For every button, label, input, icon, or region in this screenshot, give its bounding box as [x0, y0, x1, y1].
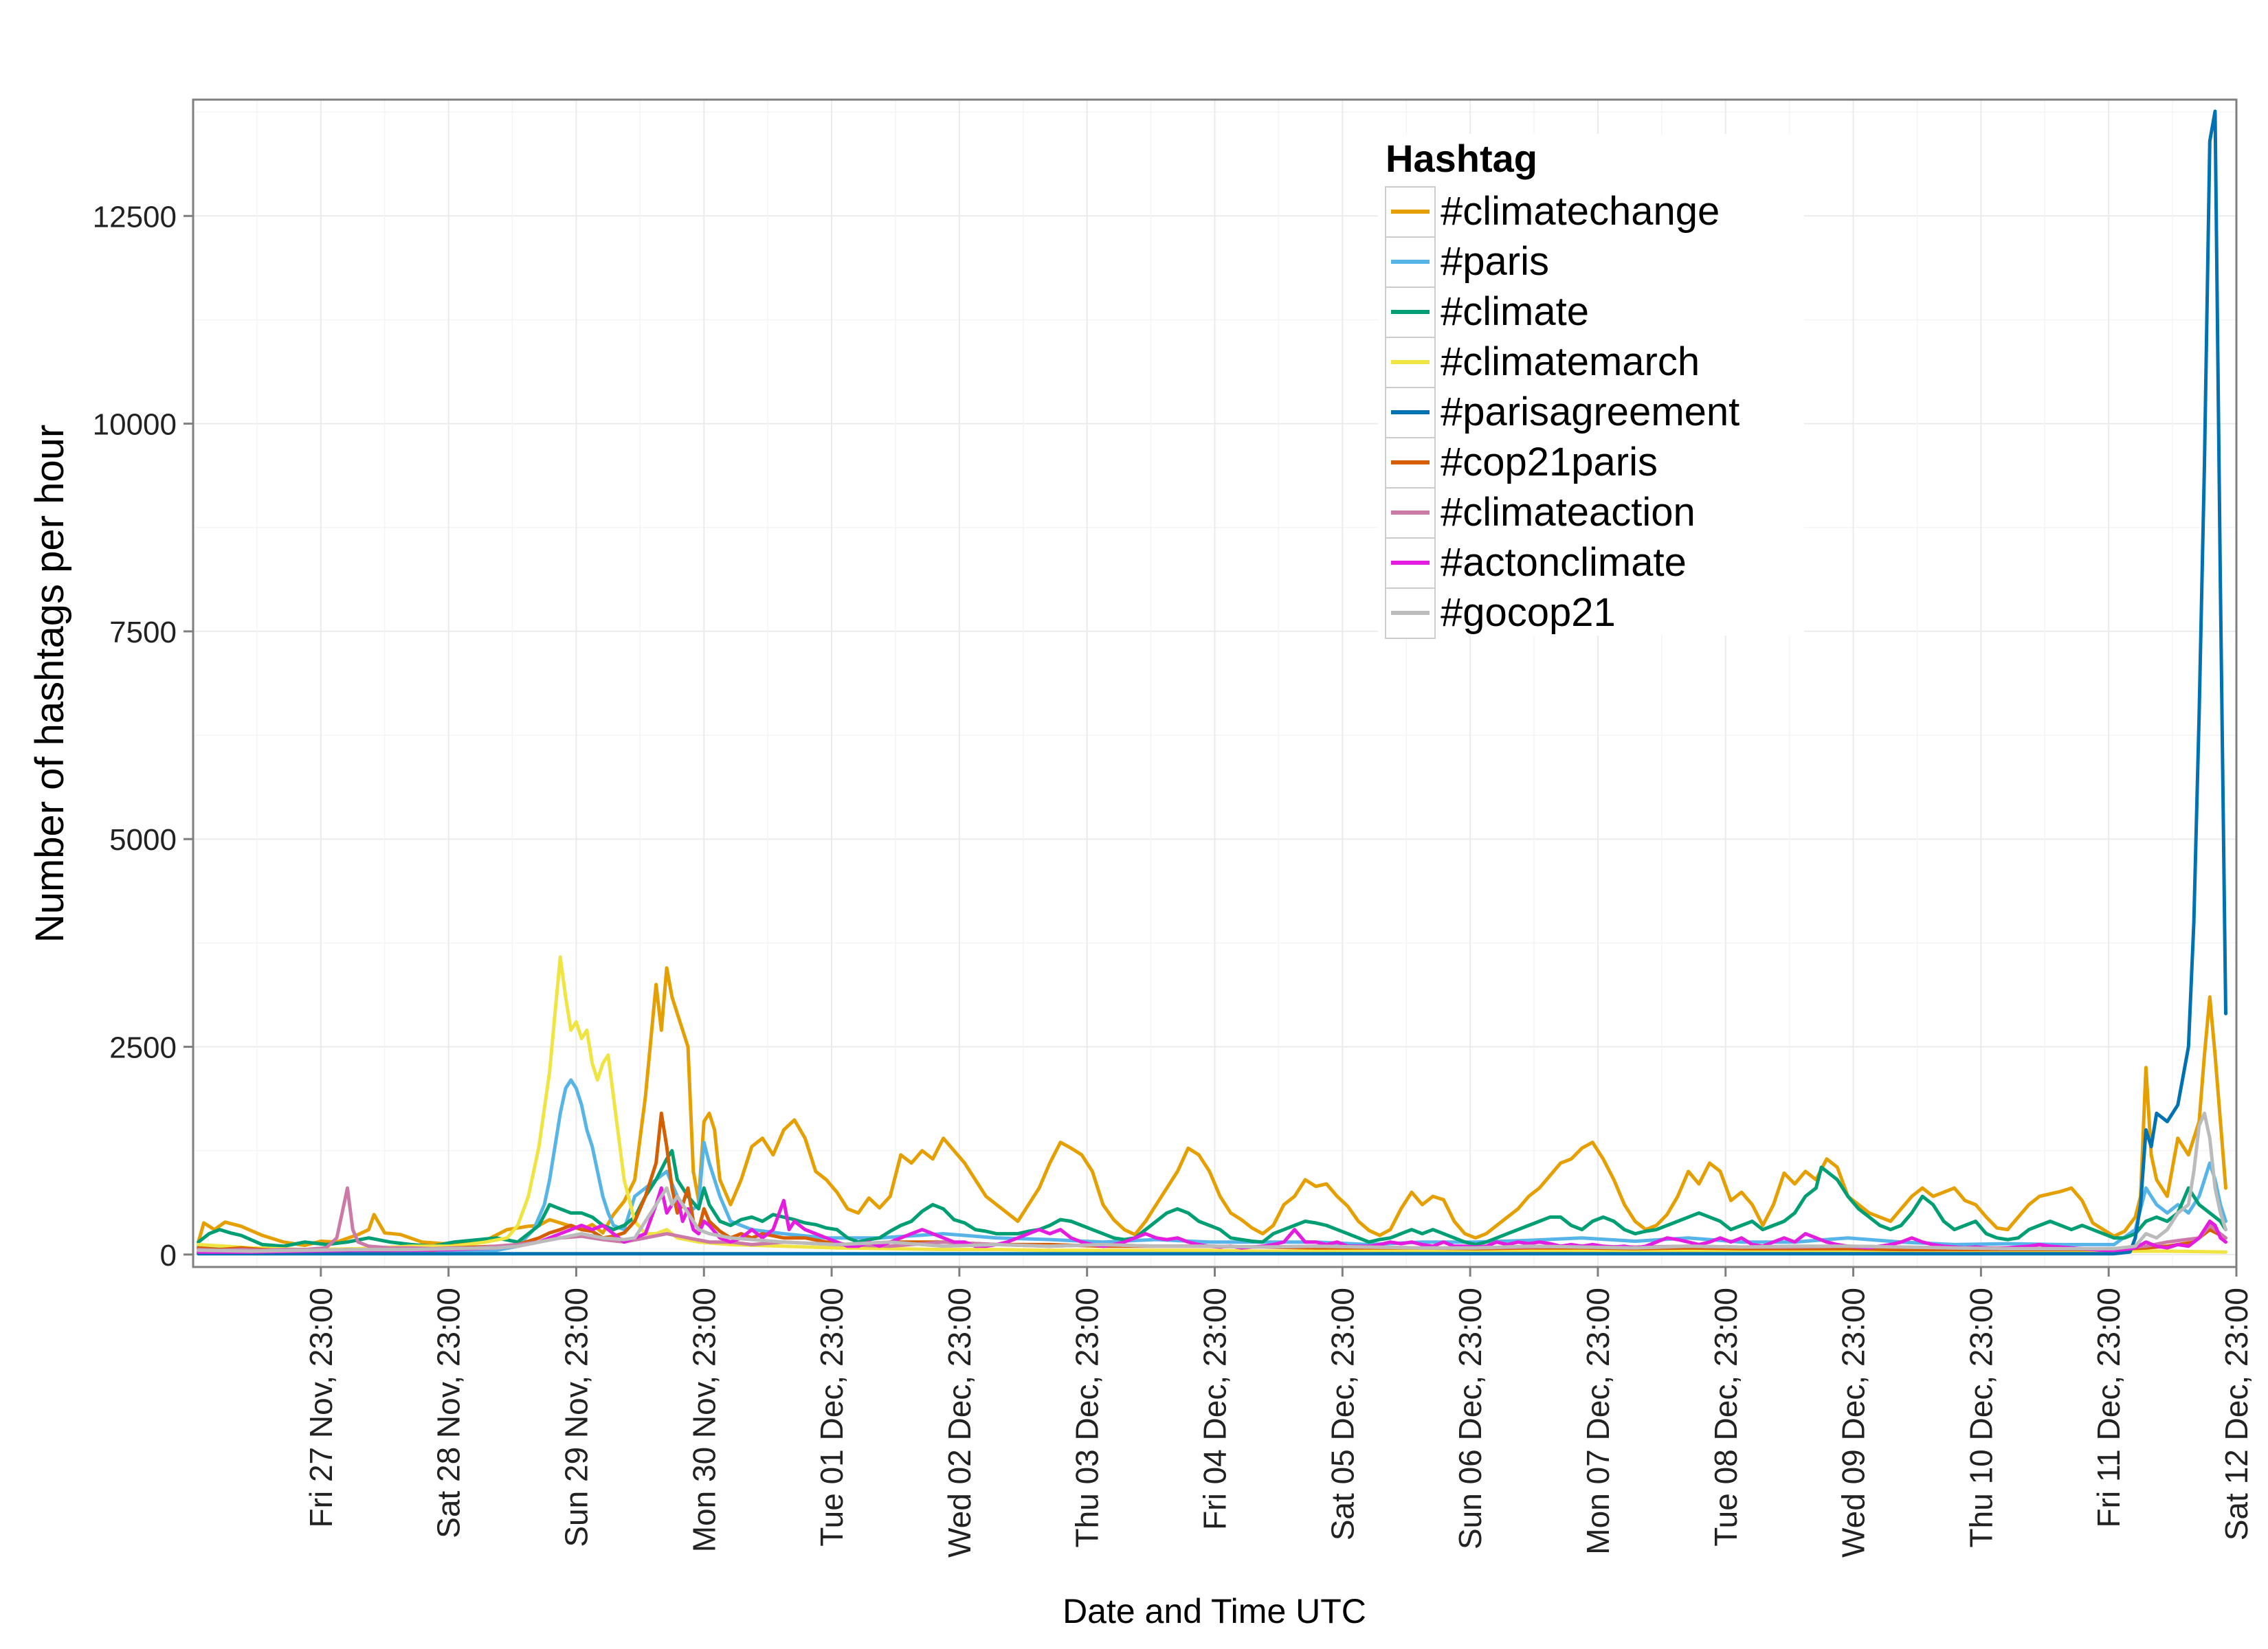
x-tick-label: Thu 10 Dec, 23:00	[1963, 1288, 1999, 1547]
x-tick-label: Mon 07 Dec, 23:00	[1580, 1288, 1616, 1555]
x-tick-label: Tue 08 Dec, 23:00	[1708, 1288, 1744, 1547]
x-tick-label: Wed 02 Dec, 23:00	[942, 1288, 977, 1558]
x-tick-label: Fri 04 Dec, 23:00	[1197, 1288, 1233, 1530]
y-tick-label: 2500	[109, 1031, 177, 1065]
x-tick-label: Fri 27 Nov, 23:00	[303, 1288, 339, 1527]
y-axis-title: Number of hashtags per hour	[27, 425, 72, 943]
x-axis-title: Date and Time UTC	[1063, 1592, 1366, 1630]
legend-label-actonclimate: #actonclimate	[1441, 540, 1687, 585]
series-lines	[197, 109, 2227, 1256]
y-axis: 0 2500 5000 7500 10000 12500	[93, 200, 193, 1272]
x-tick-label: Mon 30 Nov, 23:00	[686, 1288, 722, 1552]
x-tick-label: Fri 11 Dec, 23:00	[2091, 1288, 2126, 1527]
x-tick-label: Sun 29 Nov, 23:00	[558, 1288, 594, 1547]
legend-background	[1378, 134, 1804, 636]
x-tick-label: Sat 12 Dec, 23:00	[2219, 1288, 2254, 1540]
x-tick-label: Sat 05 Dec, 23:00	[1324, 1288, 1360, 1540]
series-line-climate	[197, 1149, 2227, 1248]
y-tick-label: 7500	[109, 616, 177, 649]
x-tick-label: Tue 01 Dec, 23:00	[814, 1288, 849, 1547]
x-tick-label: Thu 03 Dec, 23:00	[1069, 1288, 1105, 1547]
y-tick-label: 10000	[93, 408, 177, 442]
legend-label-paris: #paris	[1441, 239, 1549, 284]
y-tick-label: 5000	[109, 823, 177, 857]
y-tick-label: 12500	[93, 200, 177, 234]
legend-label-gocop21: #gocop21	[1441, 590, 1616, 635]
legend-label-climatechange: #climatechange	[1441, 189, 1720, 234]
y-tick-label: 0	[160, 1239, 177, 1272]
grid-lines	[193, 100, 2237, 1267]
x-axis: Fri 27 Nov, 23:00 Sat 28 Nov, 23:00 Sun 29…	[303, 1267, 2254, 1558]
x-tick-label: Sun 06 Dec, 23:00	[1452, 1288, 1488, 1549]
series-line-parisagreement	[197, 109, 2227, 1256]
legend-label-climateaction: #climateaction	[1441, 490, 1696, 535]
series-line-climatechange	[197, 966, 2227, 1248]
legend: Hashtag #climatechange#paris#climate#cli…	[1378, 134, 1804, 639]
legend-items: #climatechange #paris #climate #climatemarc…	[1385, 186, 1739, 639]
legend-label-climatemarch: #climatemarch	[1441, 339, 1700, 384]
x-tick-label: Wed 09 Dec, 23:00	[1836, 1288, 1871, 1558]
legend-title: Hashtag	[1386, 137, 1537, 180]
series-line-gocop21	[197, 1111, 2227, 1253]
legend-label-parisagreement: #parisagreement	[1441, 390, 1739, 434]
x-tick-label: Sat 28 Nov, 23:00	[431, 1288, 467, 1538]
legend-label-cop21paris: #cop21paris	[1441, 440, 1658, 484]
legend-label-climate: #climate	[1441, 289, 1589, 334]
